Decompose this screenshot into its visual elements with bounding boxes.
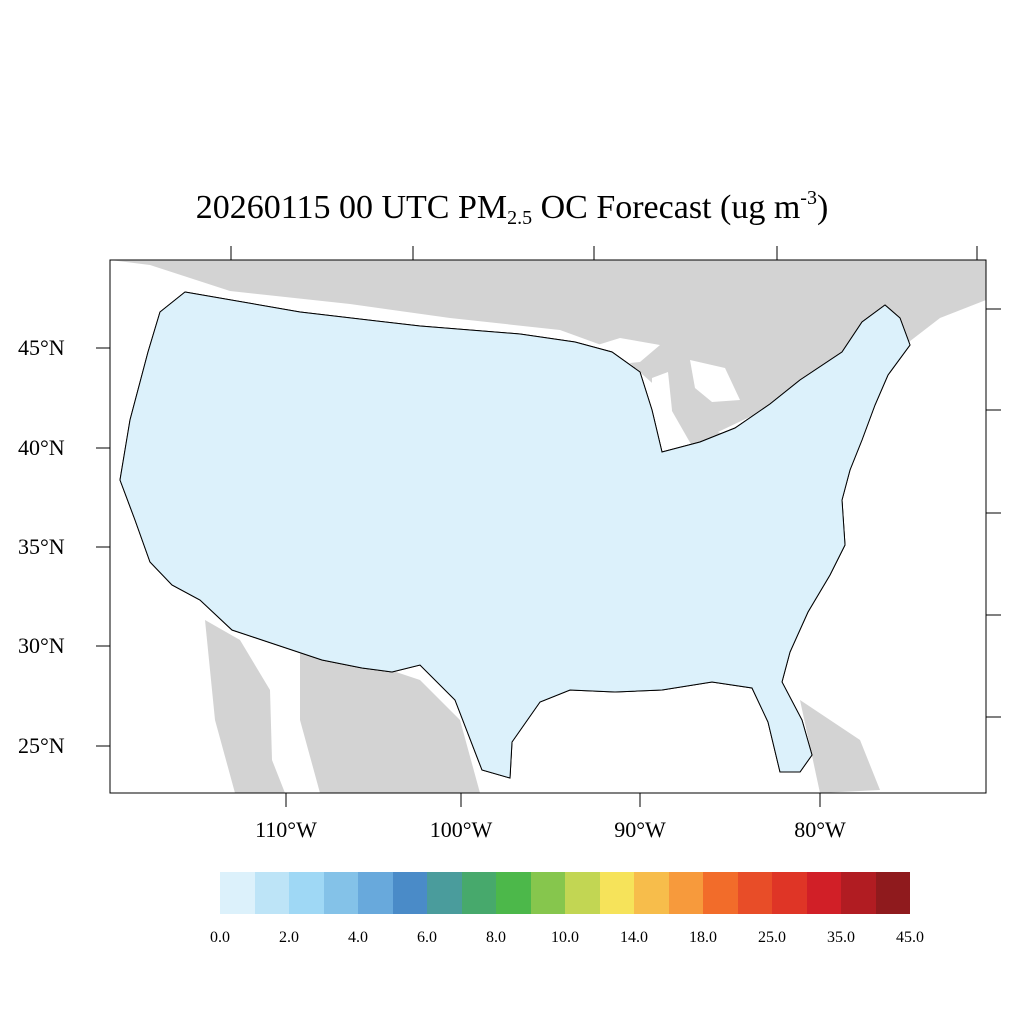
lat-label-25: 25°N (18, 733, 65, 758)
colorbar-swatch (565, 872, 600, 914)
colorbar-swatch (220, 872, 255, 914)
colorbar-swatch (634, 872, 669, 914)
axis-ticks (96, 246, 1001, 807)
colorbar-swatch (599, 872, 634, 914)
title-text: 20260115 00 UTC PM (195, 189, 508, 226)
colorbar-label: 25.0 (758, 929, 786, 946)
title-text-middle: OC Forecast (ug m (532, 189, 801, 226)
colorbar-swatch (530, 872, 565, 914)
colorbar-swatch (737, 872, 772, 914)
lat-label-40: 40°N (18, 435, 65, 460)
colorbar-swatch (875, 872, 910, 914)
colorbar-label: 4.0 (348, 929, 368, 946)
colorbar-label: 45.0 (896, 929, 924, 946)
lat-label-35: 35°N (18, 534, 65, 559)
colorbar-swatch (323, 872, 358, 914)
colorbar-label: 35.0 (827, 929, 855, 946)
colorbar-swatch (461, 872, 496, 914)
colorbar-label: 8.0 (486, 929, 506, 946)
lon-label-100w: 100°W (429, 817, 493, 842)
lat-label-45: 45°N (18, 335, 65, 360)
lat-label-30: 30°N (18, 633, 65, 658)
colorbar (220, 872, 910, 914)
map-title: 20260115 00 UTC PM2.5 OC Forecast (ug m-… (0, 186, 1024, 230)
title-superscript: -3 (800, 187, 817, 209)
lon-label-80w: 80°W (794, 817, 846, 842)
colorbar-swatch (668, 872, 703, 914)
colorbar-label: 2.0 (279, 929, 299, 946)
colorbar-swatch (703, 872, 738, 914)
lon-label-90w: 90°W (614, 817, 666, 842)
colorbar-label: 10.0 (551, 929, 579, 946)
colorbar-label: 0.0 (210, 929, 230, 946)
colorbar-swatch (358, 872, 393, 914)
map-frame (109, 259, 987, 794)
title-subscript: 2.5 (507, 207, 533, 229)
title-text-suffix: ) (816, 189, 829, 226)
colorbar-swatch (427, 872, 462, 914)
colorbar-swatch (392, 872, 427, 914)
colorbar-swatch (254, 872, 289, 914)
colorbar-swatch (841, 872, 876, 914)
colorbar-swatch (496, 872, 531, 914)
colorbar-swatch (289, 872, 324, 914)
colorbar-swatch (806, 872, 841, 914)
colorbar-label: 18.0 (689, 929, 717, 946)
lon-label-110w: 110°W (255, 817, 317, 842)
colorbar-label: 14.0 (620, 929, 648, 946)
colorbar-label: 6.0 (417, 929, 437, 946)
colorbar-swatch (772, 872, 807, 914)
